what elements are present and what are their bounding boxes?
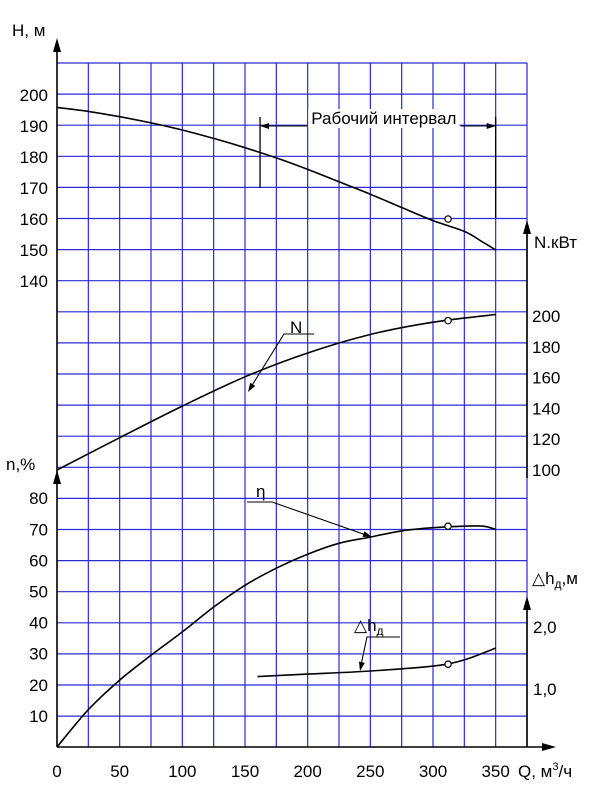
q-axis-arrow [542, 743, 556, 751]
q-axis-label: Q, м3/ч [518, 761, 572, 781]
q-tick-label: 0 [52, 762, 61, 781]
dh-axis-label: △hд,м [532, 569, 578, 591]
H-point-marker [444, 215, 452, 223]
grid [57, 62, 528, 747]
dh-curve-label: △hд [354, 616, 384, 638]
H-curve [56, 106, 497, 251]
h-tick-label: 170 [20, 179, 48, 198]
q-tick-label: 150 [231, 762, 259, 781]
n-curve-label: N [290, 318, 302, 337]
h-tick-label: 190 [20, 117, 48, 136]
eta-point-marker [444, 522, 452, 530]
eta-tick-label: 40 [29, 614, 48, 633]
N-point-marker [444, 316, 452, 325]
N-curve [56, 313, 496, 471]
eta-axis-arrow [53, 470, 61, 484]
n-tick-label: 160 [532, 369, 560, 388]
eta-tick-label: 70 [29, 520, 48, 539]
eta-tick-label: 30 [29, 645, 48, 664]
n-tick-label: 180 [532, 338, 560, 357]
n-leader-arrow [248, 382, 256, 392]
eta-tick-label: 10 [29, 707, 48, 726]
q-tick-label: 300 [419, 762, 447, 781]
q-tick-label: 200 [293, 762, 321, 781]
curves [56, 106, 497, 748]
interval-arrow-right [486, 123, 496, 129]
interval-label: Рабочий интервал [311, 109, 456, 128]
n-axis-label: N.кВт [534, 233, 577, 252]
n-leader-line [250, 333, 314, 388]
dh-curve [257, 647, 496, 678]
annotations: Nη △hд Рабочий интервал [247, 109, 497, 671]
h-axis-label: H, м [12, 21, 45, 40]
q-tick-label: 100 [168, 762, 196, 781]
dh-axis-arrow [523, 596, 531, 610]
n-tick-label: 140 [532, 399, 560, 418]
interval-arrow-left [260, 123, 270, 129]
q-tick-label: 350 [481, 762, 509, 781]
dh-tick-label: 1,0 [533, 680, 557, 699]
eta-tick-label: 20 [29, 676, 48, 695]
h-tick-label: 200 [20, 86, 48, 105]
eta-tick-label: 50 [29, 583, 48, 602]
n-tick-label: 100 [532, 461, 560, 480]
eta-axis-label: n,% [6, 455, 35, 474]
axes [53, 38, 556, 751]
n-tick-label: 200 [532, 307, 560, 326]
dh-tick-label: 2,0 [533, 618, 557, 637]
n-axis-arrow [523, 220, 531, 234]
h-tick-label: 150 [20, 241, 48, 260]
h-tick-label: 160 [20, 210, 48, 229]
dh-point-marker [444, 660, 452, 669]
eta-tick-label: 80 [29, 489, 48, 508]
h-axis-arrow [53, 38, 61, 52]
n-tick-label: 120 [532, 430, 560, 449]
h-tick-label: 140 [20, 272, 48, 291]
q-tick-label: 50 [110, 762, 129, 781]
interval-label-bg [308, 109, 460, 128]
eta-leader-arrow [362, 531, 372, 537]
eta-tick-label: 60 [29, 551, 48, 570]
q-tick-label: 250 [356, 762, 384, 781]
eta-curve-label: η [256, 482, 265, 501]
h-tick-label: 180 [20, 148, 48, 167]
dh-leader-arrow [358, 661, 365, 671]
eta-leader-line [247, 501, 367, 536]
dh-leader-line [360, 636, 400, 666]
